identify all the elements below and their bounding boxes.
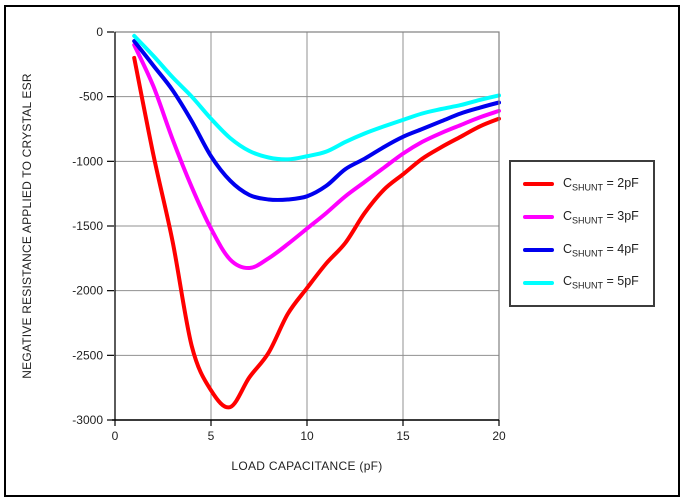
y-tick-label: -1000: [72, 154, 103, 168]
tick-label-layer: 0 5 10 15 20 0 -500 -1000 -1500 -2000 -2500 -3000: [72, 25, 506, 443]
legend-line-swatch-cshunt-5pf: [523, 280, 554, 285]
y-tick-label: -500: [79, 90, 103, 104]
x-tick-label: 10: [300, 429, 314, 443]
y-tick-label: -2000: [72, 284, 103, 298]
curve-cshunt-2pf: [132, 55, 501, 410]
curve-cshunt-4pf: [132, 39, 501, 202]
legend-item-cshunt-5pf: CSHUNT = 5pF: [511, 274, 653, 291]
curve-layer: [132, 33, 501, 410]
x-axis-title: LOAD CAPACITANCE (pF): [231, 459, 382, 473]
legend-item-cshunt-2pf: CSHUNT = 2pF: [511, 176, 653, 193]
y-tick-label: -2500: [72, 348, 103, 362]
y-tick-label: -1500: [72, 219, 103, 233]
y-tick-label: -3000: [72, 413, 103, 427]
y-tick-label: 0: [96, 25, 103, 39]
x-tick-label: 15: [396, 429, 410, 443]
curve-cshunt-3pf: [132, 42, 501, 271]
curve-cshunt-5pf: [132, 33, 501, 162]
x-tick-label: 5: [208, 429, 215, 443]
legend-item-cshunt-4pf: CSHUNT = 4pF: [511, 241, 653, 259]
legend-line-swatch-cshunt-3pf: [523, 215, 554, 220]
y-axis-title: NEGATIVE RESISTANCE APPLIED TO CRYSTAL E…: [20, 73, 34, 379]
axis-layer: [107, 31, 500, 426]
x-tick-label: 0: [112, 429, 119, 443]
legend-label-cshunt-5pf: CSHUNT = 5pF: [563, 274, 639, 291]
x-tick-label: 20: [492, 429, 506, 443]
legend-line-swatch-cshunt-4pf: [523, 247, 554, 252]
legend-label-cshunt-4pf: CSHUNT = 4pF: [563, 241, 639, 259]
legend-line-swatch-cshunt-2pf: [523, 182, 554, 187]
legend: CSHUNT = 2pF CSHUNT = 3pF CSHUNT = 4pF CSHU…: [509, 160, 655, 307]
legend-item-cshunt-3pf: CSHUNT = 3pF: [511, 208, 653, 226]
legend-label-cshunt-3pf: CSHUNT = 3pF: [563, 208, 639, 226]
legend-label-cshunt-2pf: CSHUNT = 2pF: [563, 176, 639, 193]
